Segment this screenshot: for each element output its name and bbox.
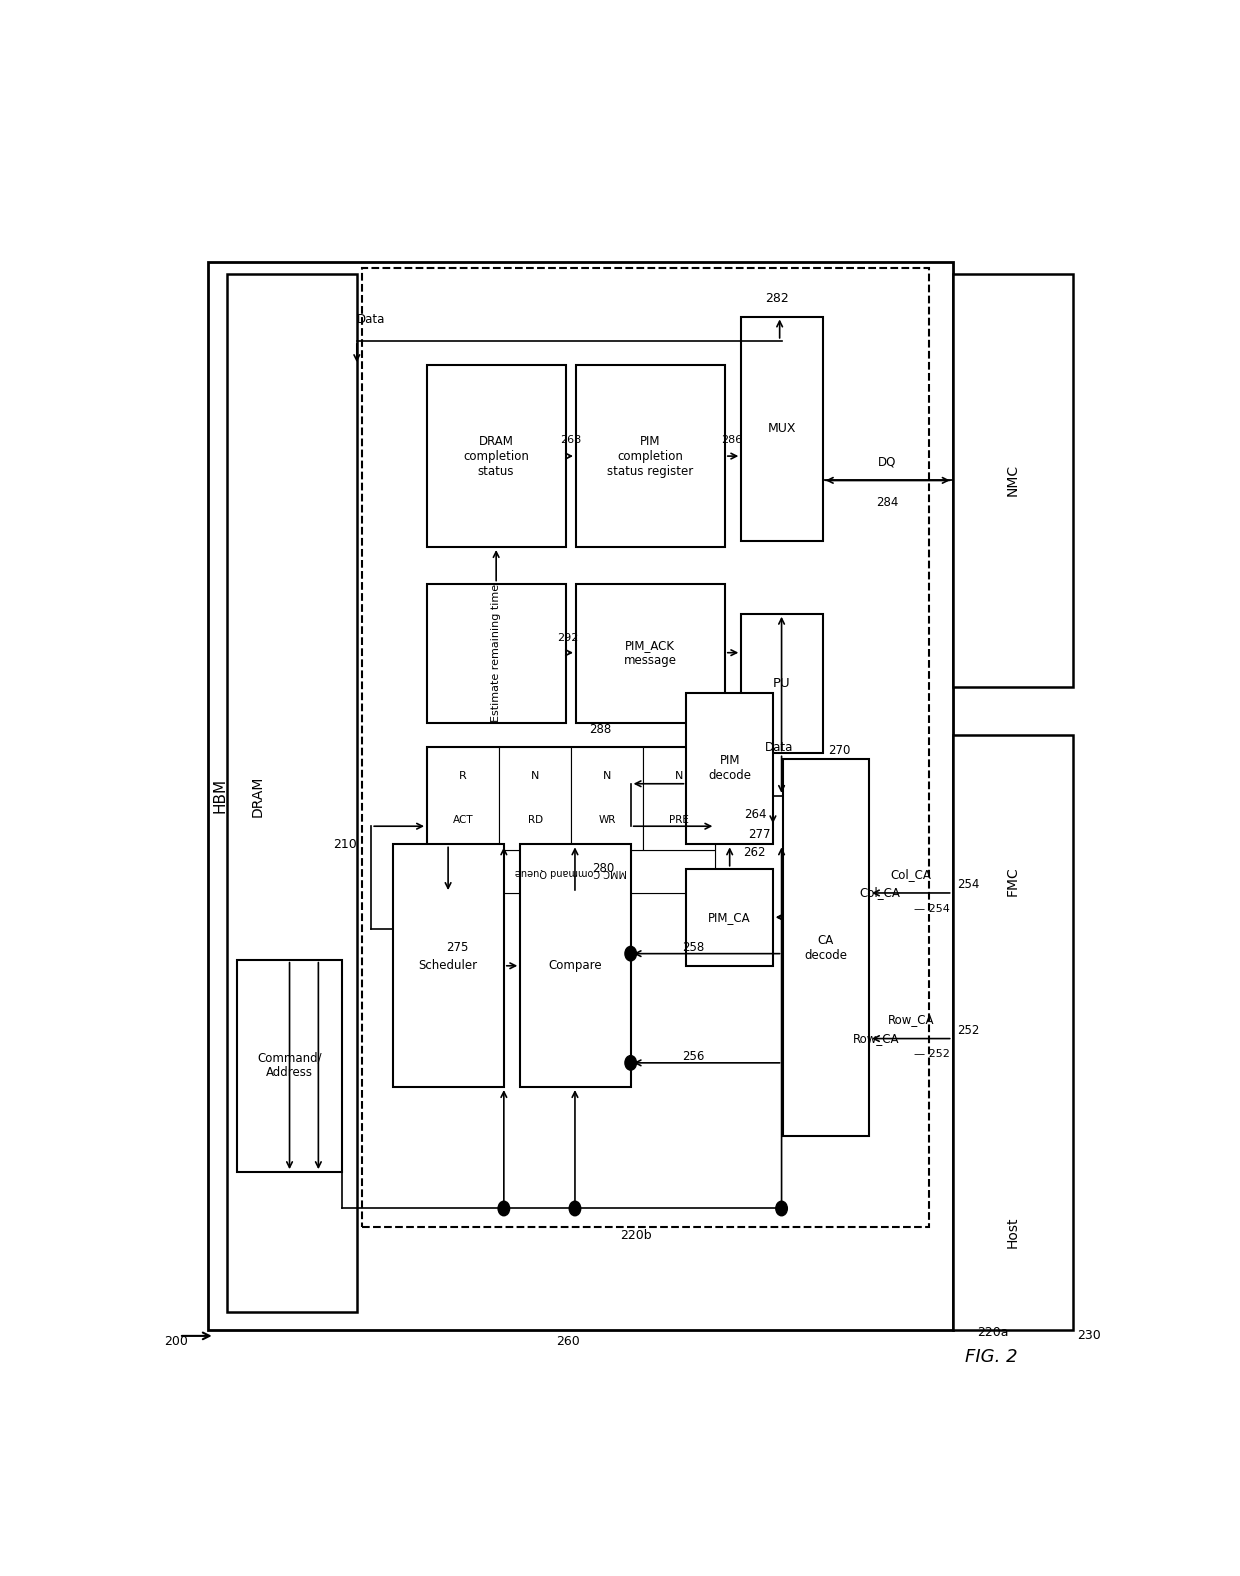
Text: 282: 282 <box>765 292 789 304</box>
Text: Data: Data <box>765 741 794 753</box>
Text: MMC Command Queue: MMC Command Queue <box>515 867 627 876</box>
Bar <box>427 366 567 547</box>
Bar <box>427 747 498 851</box>
Text: DQ: DQ <box>878 455 897 468</box>
Circle shape <box>625 946 636 961</box>
Bar <box>952 734 1073 1330</box>
Bar <box>782 760 869 1136</box>
Text: 270: 270 <box>828 744 851 758</box>
Bar <box>575 583 725 723</box>
Bar <box>427 747 715 894</box>
Bar <box>427 583 567 723</box>
Text: PU: PU <box>773 676 790 690</box>
Text: 264: 264 <box>744 807 766 821</box>
Text: DRAM
completion
status: DRAM completion status <box>464 435 529 478</box>
Bar <box>952 274 1073 687</box>
Bar <box>575 366 725 547</box>
Bar <box>687 868 773 966</box>
Text: 288: 288 <box>589 723 611 736</box>
Text: Row_CA: Row_CA <box>853 1032 900 1045</box>
Text: 277: 277 <box>748 829 770 842</box>
Bar <box>644 747 715 851</box>
Text: PRE: PRE <box>670 815 689 824</box>
Text: PIM_CA: PIM_CA <box>708 911 751 924</box>
Text: — 252: — 252 <box>914 1050 950 1059</box>
Text: N: N <box>531 771 539 782</box>
Text: PIM
decode: PIM decode <box>708 753 751 782</box>
Text: Estimate remaining time: Estimate remaining time <box>491 583 501 722</box>
Text: 292: 292 <box>558 634 579 643</box>
Text: Scheduler: Scheduler <box>419 960 477 972</box>
Text: Col_CA: Col_CA <box>859 886 900 900</box>
Text: 258: 258 <box>682 941 704 953</box>
Circle shape <box>776 1201 787 1215</box>
Text: N: N <box>603 771 611 782</box>
Text: 220b: 220b <box>620 1229 651 1242</box>
Text: ACT: ACT <box>453 815 474 824</box>
Bar <box>393 845 503 1087</box>
Text: Host: Host <box>1006 1217 1019 1248</box>
Text: R: R <box>459 771 467 782</box>
Text: — 254: — 254 <box>914 903 950 914</box>
Text: MUX: MUX <box>768 422 796 435</box>
Text: 260: 260 <box>557 1335 580 1349</box>
Bar <box>427 851 715 894</box>
Bar <box>742 317 823 541</box>
Text: HBM: HBM <box>213 779 228 813</box>
Text: 254: 254 <box>957 878 980 890</box>
Text: 200: 200 <box>165 1335 188 1349</box>
Text: Row_CA: Row_CA <box>888 1013 935 1026</box>
Text: WR: WR <box>599 815 616 824</box>
Bar <box>237 960 342 1173</box>
Bar <box>572 747 644 851</box>
Text: RD: RD <box>527 815 543 824</box>
Circle shape <box>569 1201 580 1215</box>
Circle shape <box>625 1056 636 1070</box>
Text: 275: 275 <box>446 941 469 953</box>
Bar <box>362 268 929 1226</box>
Text: 230: 230 <box>1078 1330 1101 1343</box>
Text: 256: 256 <box>682 1050 704 1064</box>
Bar <box>687 693 773 845</box>
Text: PIM_ACK
message: PIM_ACK message <box>624 638 676 667</box>
Text: 268: 268 <box>560 435 582 446</box>
Bar <box>742 613 823 753</box>
Circle shape <box>498 1201 510 1215</box>
Text: 220a: 220a <box>977 1325 1008 1338</box>
Text: Data: Data <box>357 314 386 326</box>
Text: CA
decode: CA decode <box>805 933 847 961</box>
Text: Col_CA: Col_CA <box>890 868 931 881</box>
Bar <box>208 262 952 1330</box>
Text: 210: 210 <box>334 838 357 851</box>
Bar <box>521 845 631 1087</box>
Text: 252: 252 <box>957 1023 980 1037</box>
Text: 284: 284 <box>877 496 899 509</box>
Text: N: N <box>675 771 683 782</box>
Text: NMC: NMC <box>1006 465 1019 496</box>
Text: DRAM: DRAM <box>250 775 265 816</box>
Text: PIM
completion
status register: PIM completion status register <box>606 435 693 478</box>
Text: 286: 286 <box>720 435 743 446</box>
Bar <box>227 274 357 1311</box>
Text: FMC: FMC <box>1006 865 1019 895</box>
Text: 262: 262 <box>743 846 765 859</box>
Text: FIG. 2: FIG. 2 <box>965 1347 1017 1365</box>
Bar <box>498 747 572 851</box>
Text: 280: 280 <box>593 862 615 875</box>
Text: Compare: Compare <box>548 960 601 972</box>
Text: Command/
Address: Command/ Address <box>257 1051 322 1080</box>
